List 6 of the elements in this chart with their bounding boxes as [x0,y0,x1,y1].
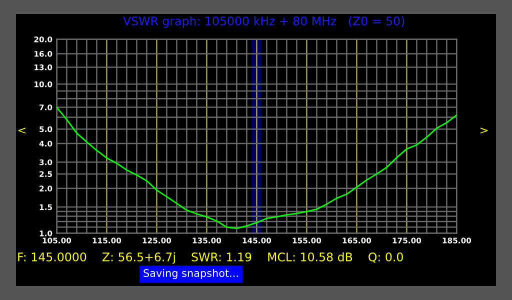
chart-title: VSWR graph: 105000 kHz + 80 MHz (Z0 = 50) [123,16,404,28]
text: F: 145.0000 Z: 56.5+6.7j SWR: 1.19 MCL: 10.58 dB Q: 0.0 [18,252,403,264]
text: > [480,128,488,134]
text: < [18,128,26,134]
text: Saving snapshot... [144,268,238,280]
line-series [56,106,457,230]
